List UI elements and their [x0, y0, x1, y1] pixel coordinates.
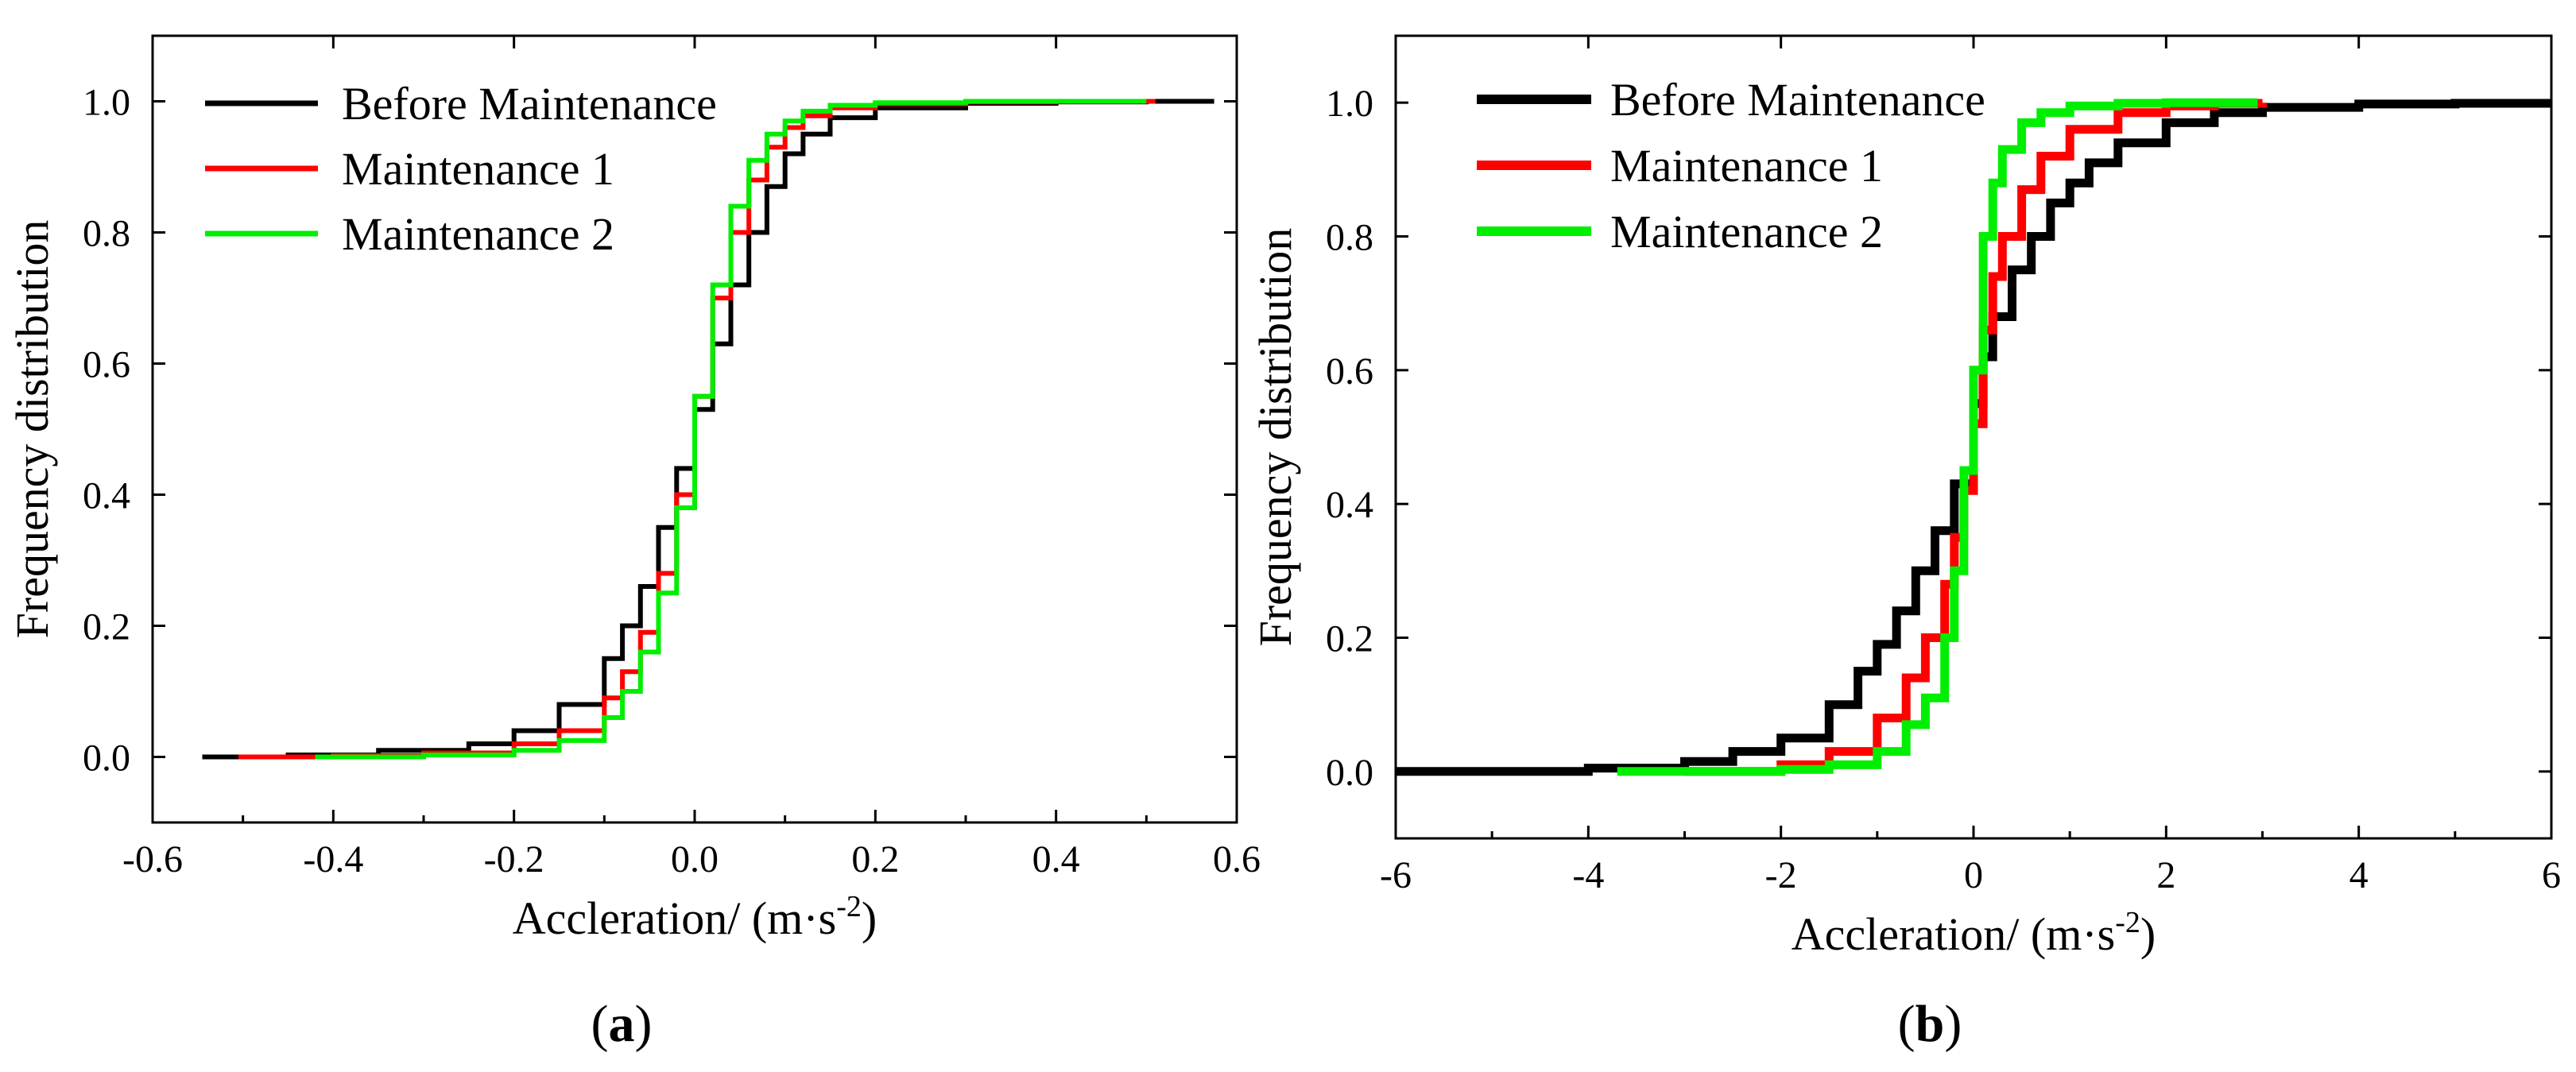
y-tick-label: 0.4: [1326, 484, 1373, 526]
y-tick-label: 0.0: [83, 737, 130, 780]
x-tick-label: 2: [2156, 854, 2175, 896]
y-tick-label: 0.2: [1326, 618, 1373, 660]
y-tick-label: 0.6: [1326, 350, 1373, 393]
y-tick-label: 0.2: [83, 606, 130, 648]
series-group: [1396, 98, 2551, 776]
legend-label: Maintenance 2: [342, 208, 614, 260]
y-tick-label: 1.0: [1326, 83, 1373, 125]
y-axis-title: Frequency distribution: [1249, 228, 1301, 647]
x-tick-label: 0.2: [851, 838, 899, 880]
legend-label: Maintenance 2: [1610, 206, 1883, 257]
y-tick-label: 1.0: [83, 82, 130, 124]
panel-caption: (a): [591, 995, 653, 1053]
series-line-before-maintenance: [202, 99, 1214, 760]
series-line-maintenance-2: [315, 99, 1147, 760]
series-line-maintenance-2: [1617, 98, 2258, 776]
y-tick-label: 0.8: [1326, 217, 1373, 259]
legend-label: Before Maintenance: [342, 78, 717, 130]
x-tick-label: 6: [2542, 854, 2561, 896]
x-tick-label: 0.6: [1213, 838, 1261, 880]
x-tick-label: 0: [1964, 854, 1983, 896]
x-tick-label: -0.2: [484, 838, 544, 880]
y-tick-label: 0.6: [83, 344, 130, 386]
legend-label: Maintenance 1: [1610, 140, 1883, 192]
x-axis-title: Accleration/ (m·s-2): [513, 890, 877, 944]
y-axis-title: Frequency distribution: [6, 220, 58, 639]
y-tick-label: 0.4: [83, 475, 130, 517]
chart-panel-a: -0.6 -0.4 -0.2 0.0 0.2 0.4 0.6 0.0 0.2 0.4 0.6 0.8 1…: [6, 34, 1261, 1053]
y-tick-label: 0.0: [1326, 752, 1373, 794]
chart-panel-b: -6 -4 -2 0 2 4 6 0.0 0.2 0.4 0.6 0.8 1.0 Accleration/…: [1249, 34, 2561, 1053]
x-tick-label: -6: [1380, 854, 1412, 896]
legend-label: Maintenance 1: [342, 143, 614, 195]
x-tick-label: 0.0: [671, 838, 719, 880]
panel-caption: (b): [1898, 995, 1962, 1053]
series-line-maintenance-1: [1684, 99, 2267, 776]
x-tick-label: -4: [1572, 854, 1604, 896]
x-tick-label: 0.4: [1032, 838, 1080, 880]
x-axis-title: Accleration/ (m·s-2): [1792, 906, 2156, 960]
y-tick-label: 0.8: [83, 213, 130, 255]
x-tick-label: -2: [1765, 854, 1797, 896]
x-tick-label: -0.6: [122, 838, 183, 880]
x-tick-label: -0.4: [303, 838, 363, 880]
legend-label: Before Maintenance: [1610, 74, 1985, 126]
x-tick-label: 4: [2349, 854, 2369, 896]
series-group: [202, 99, 1214, 760]
